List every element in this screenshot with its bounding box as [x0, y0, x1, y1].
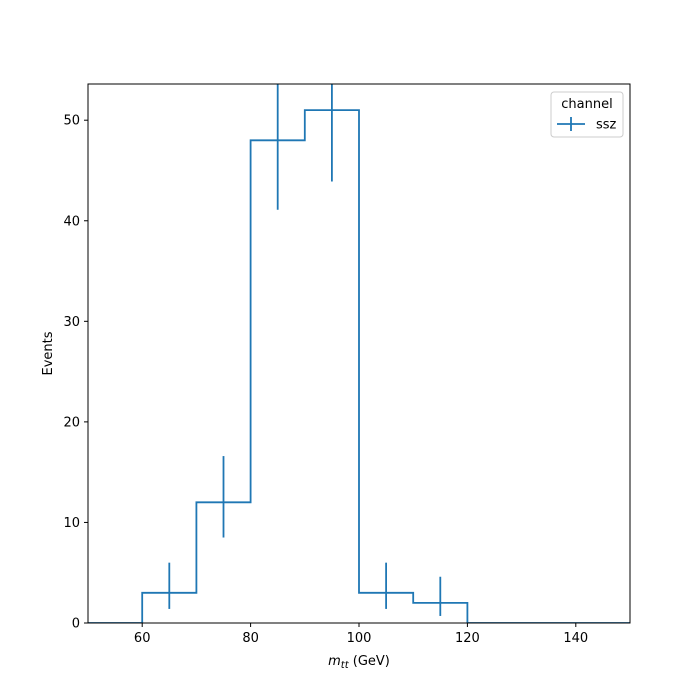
y-tick-label: 50 [63, 114, 80, 129]
axes-layer: 60 80 100 120 140 0 10 20 30 40 50 mtt (GeV) Events [41, 83, 631, 671]
y-tick-label: 20 [63, 415, 80, 430]
x-axis-label-unit: (GeV) [349, 654, 390, 669]
y-tick-label: 40 [63, 214, 80, 229]
y-tick-label: 10 [63, 516, 80, 531]
y-tick-label: 30 [63, 315, 80, 330]
legend-title: channel [561, 97, 612, 112]
x-tick-label: 140 [563, 631, 588, 646]
plot-area [88, 84, 630, 623]
x-tick-label: 60 [134, 631, 151, 646]
x-axis-label-symbol: m [328, 654, 341, 669]
y-axis-label: Events [41, 331, 56, 375]
plot-layer [88, 84, 630, 623]
legend-label-ssz: ssz [596, 118, 617, 133]
histogram-step-line-ssz [88, 109, 630, 623]
x-axis-label: mtt (GeV) [328, 654, 390, 671]
legend: channel ssz [550, 91, 624, 138]
legend-box [550, 91, 624, 138]
x-tick-label: 80 [242, 631, 259, 646]
x-tick-label: 120 [455, 631, 480, 646]
y-tick-label: 0 [72, 617, 80, 632]
x-axis-label-subscript: tt [341, 660, 350, 671]
x-tick-label: 100 [347, 631, 372, 646]
